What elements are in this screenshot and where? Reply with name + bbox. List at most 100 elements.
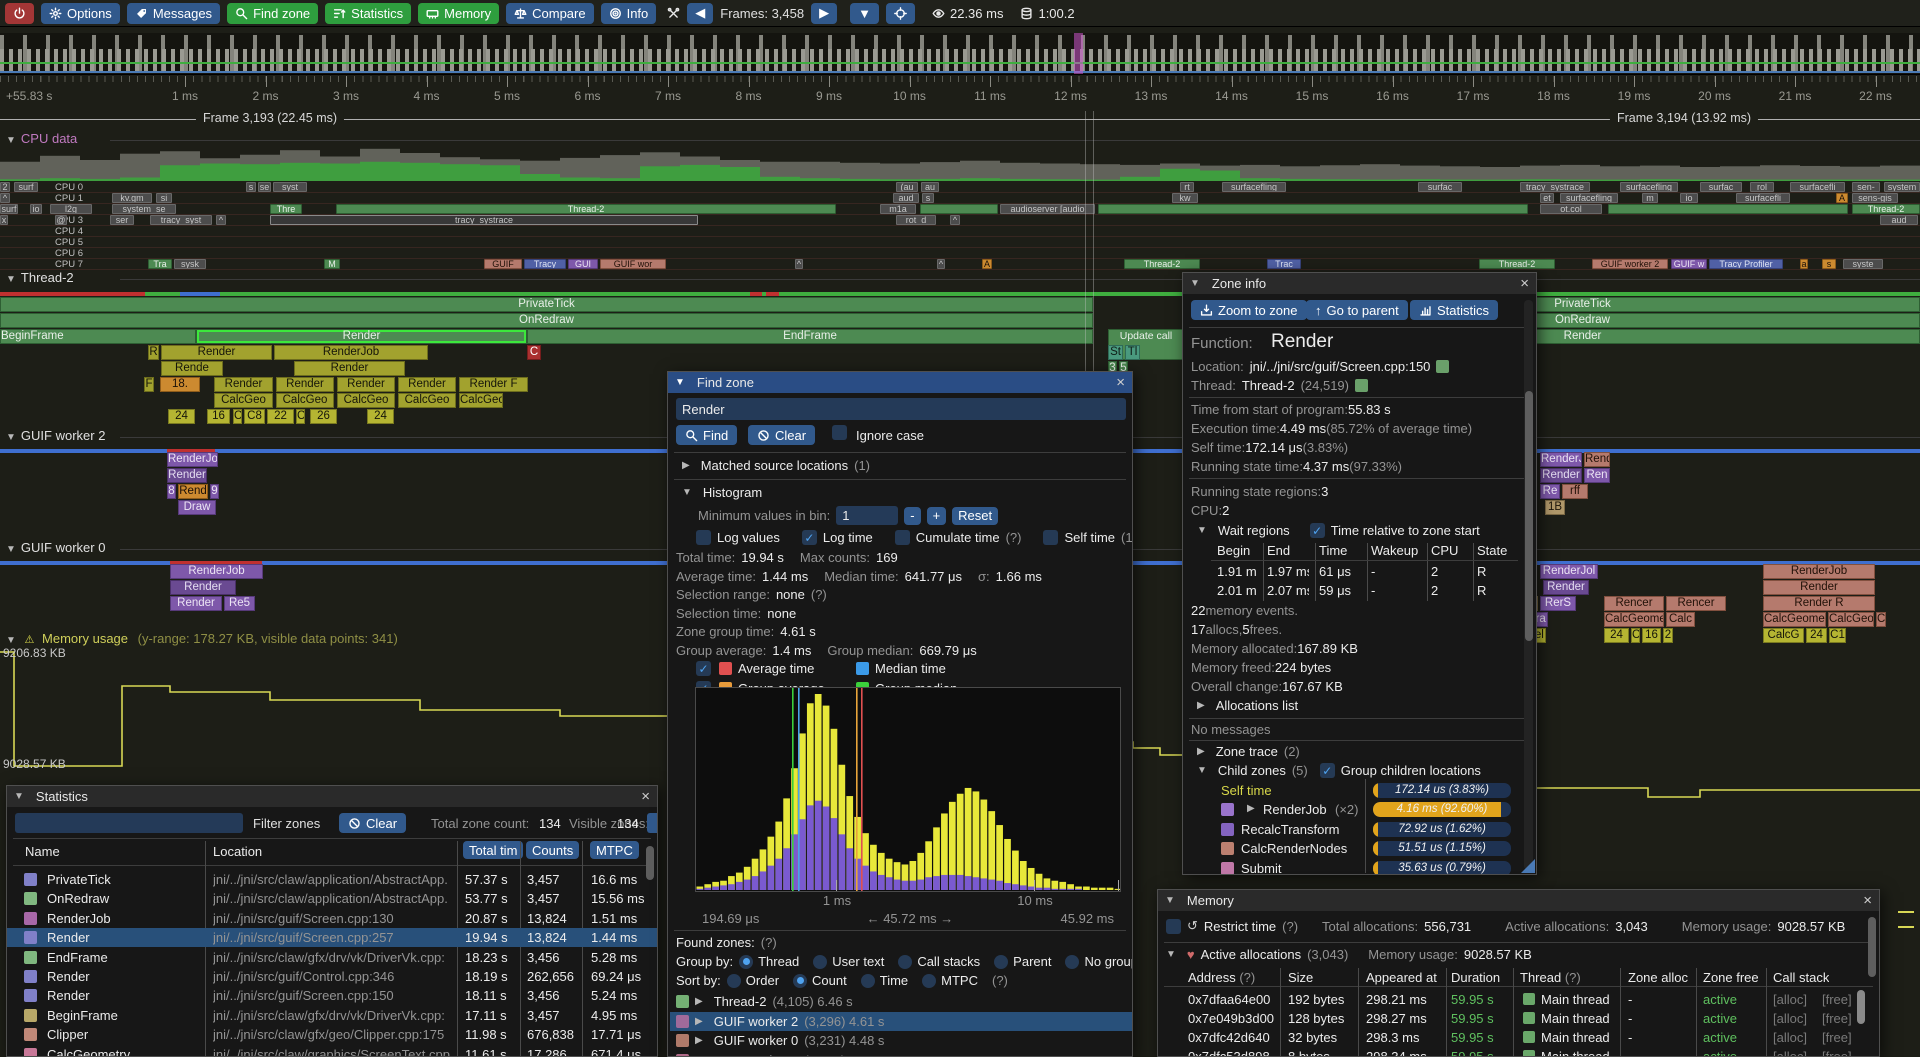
cpu-zone[interactable]: surfacefling: [1620, 182, 1678, 192]
child-zone-row[interactable]: Self time 172.14 us (3.83%): [1183, 781, 1536, 800]
expand-triangle-icon[interactable]: ▶: [695, 996, 703, 1007]
child-zone-row[interactable]: ▶ RenderJob (×2) 4.16 ms (92.60%): [1183, 800, 1536, 819]
statistics-row[interactable]: OnRedraw jni/../jni/src/claw/application/…: [7, 889, 657, 908]
zone-8[interactable]: 8: [167, 484, 176, 499]
clear-button[interactable]: Clear: [748, 425, 816, 445]
cpu-zone[interactable]: rt: [1180, 182, 1194, 192]
zone-render[interactable]: Render: [167, 468, 207, 483]
go-to-parent-button[interactable]: ↑ Go to parent: [1306, 300, 1408, 320]
column-header-appeared[interactable]: Appeared at: [1366, 970, 1437, 985]
statistics-row[interactable]: Render jni/../jni/src/guif/Control.cpp:34…: [7, 967, 657, 986]
power-button[interactable]: [5, 2, 34, 24]
filter-input[interactable]: [15, 813, 243, 833]
cpu-zone[interactable]: GUI: [568, 259, 598, 269]
cpu-zone[interactable]: ^: [0, 193, 10, 203]
cpu-zone[interactable]: si: [156, 193, 172, 203]
zone-render[interactable]: Render: [214, 377, 273, 392]
close-icon[interactable]: ×: [1520, 275, 1529, 292]
cpu-zone[interactable]: sysk: [174, 259, 206, 269]
cpu-zone[interactable]: ^: [216, 215, 226, 225]
compare-button[interactable]: Compare: [506, 2, 594, 24]
expand-triangle-icon[interactable]: ▶: [695, 1035, 703, 1047]
column-header-address[interactable]: Address (?): [1188, 970, 1256, 985]
statistics-row[interactable]: Render jni/../jni/src/guif/Screen.cpp:150…: [7, 986, 657, 1005]
zone-render[interactable]: Render: [161, 345, 272, 360]
column-header-duration[interactable]: Duration: [1451, 970, 1501, 985]
collapse-triangle-icon[interactable]: ▼: [1197, 525, 1207, 536]
cpu-zone[interactable]: m1a: [880, 204, 916, 214]
timeline-ruler[interactable]: +55.83 s 1 ms 2 ms 3 ms 4 ms 5 ms 6 ms 7 ms 8 m…: [0, 76, 1920, 110]
cpu-zone[interactable]: Thread-2: [1479, 259, 1555, 269]
found-zone-group[interactable]: ▶ GUIF worker 0 (3,231) 4.48 s: [670, 1031, 1132, 1050]
wait-regions-header[interactable]: ▼ Wait regions ✓ Time relative to zone s…: [1197, 523, 1480, 538]
cpu-zone[interactable]: A: [1836, 193, 1848, 203]
zone-24[interactable]: 24: [168, 409, 195, 424]
cpu-zone[interactable]: s: [1822, 259, 1836, 269]
zone-ren[interactable]: Ren: [1584, 468, 1610, 483]
zone-calcgeo[interactable]: CalcGeo: [398, 393, 456, 408]
zone-render[interactable]: Render: [170, 580, 236, 595]
child-zone-row[interactable]: Submit 35.63 us (0.79%): [1183, 859, 1536, 874]
scrollbar[interactable]: [1868, 917, 1876, 977]
column-header-location[interactable]: Location: [213, 844, 263, 859]
statistics-row[interactable]: BeginFrame jni/../jni/src/claw/gfx/drv/vk…: [7, 1006, 657, 1025]
close-icon[interactable]: ×: [1116, 374, 1125, 391]
zone-16[interactable]: 16: [207, 409, 230, 424]
reset-button[interactable]: Reset: [952, 506, 999, 525]
cpu-zone[interactable]: aud: [1880, 215, 1918, 225]
radio-thread[interactable]: [739, 954, 754, 969]
thread-header-guif-worker-0[interactable]: ▼ GUIF worker 0: [6, 540, 105, 555]
collapse-triangle-icon[interactable]: ▼: [6, 635, 16, 646]
zone-c[interactable]: C: [233, 409, 242, 424]
goto-frame-button[interactable]: [885, 2, 915, 24]
search-input[interactable]: Render: [676, 398, 1126, 420]
zone-render[interactable]: Render: [1540, 468, 1582, 483]
column-header-counts[interactable]: Counts: [526, 841, 580, 859]
zone-c1[interactable]: C1: [1829, 628, 1846, 643]
zoom-to-zone-button[interactable]: Zoom to zone: [1191, 300, 1307, 320]
cpu-zone[interactable]: se: [258, 182, 271, 192]
child-zone-row[interactable]: CalcRenderNodes 51.51 us (1.15%): [1183, 839, 1536, 858]
legend-checkbox[interactable]: ✓: [696, 661, 711, 676]
cpu-zone[interactable]: s: [922, 193, 934, 203]
zone-2[interactable]: 2: [1663, 628, 1673, 643]
zone-calcgeome[interactable]: CalcGeome: [1604, 612, 1664, 627]
cpu-zone[interactable]: surfacefling: [1222, 182, 1286, 192]
restrict-time-checkbox[interactable]: [1166, 918, 1181, 934]
checkbox-cumulate-time[interactable]: [894, 530, 910, 545]
close-icon[interactable]: ×: [1863, 892, 1872, 909]
cpu-zone[interactable]: ^: [937, 259, 945, 269]
zone-24[interactable]: 24: [1604, 628, 1629, 643]
zone-renderjol[interactable]: RenderJol: [1540, 564, 1598, 579]
find-button[interactable]: Find: [676, 425, 738, 445]
cpu-zone[interactable]: syst: [273, 182, 307, 192]
expand-triangle-icon[interactable]: ▶: [695, 1055, 703, 1056]
zone-render-f[interactable]: Render F: [459, 377, 528, 392]
cpu-zone[interactable]: Thread-2: [1124, 259, 1200, 269]
zone-render-r[interactable]: Render R: [1763, 596, 1875, 611]
cpu-zone[interactable]: 2: [0, 182, 10, 192]
location-swatch[interactable]: [1436, 360, 1450, 373]
zone-render[interactable]: Render: [1543, 580, 1589, 595]
find-zone-button[interactable]: Find zone: [227, 2, 319, 24]
radio-mtpc[interactable]: [922, 973, 937, 988]
cpu-zone[interactable]: Thre: [270, 204, 302, 214]
cpu-zone[interactable]: Trac: [1267, 259, 1301, 269]
cpu-zone[interactable]: M: [324, 259, 340, 269]
cpu-zone[interactable]: ot.col: [1540, 204, 1602, 214]
zone-c[interactable]: C: [1631, 628, 1640, 643]
statistics-row[interactable]: PrivateTick jni/../jni/src/claw/applicati…: [7, 870, 657, 889]
radio-parent[interactable]: [994, 954, 1009, 969]
frame-label-left[interactable]: Frame 3,193 (22.45 ms): [195, 111, 345, 125]
zone-rers[interactable]: RerS: [1540, 596, 1576, 611]
cpu-zone[interactable]: surfac: [1700, 182, 1742, 192]
resize-grip[interactable]: [1521, 859, 1535, 873]
radio-count[interactable]: [793, 973, 808, 988]
cpu-zone[interactable]: A: [982, 259, 992, 269]
zone-render[interactable]: Render: [170, 596, 222, 611]
checkbox-log-time[interactable]: ✓: [801, 530, 817, 545]
collapse-triangle-icon[interactable]: ▼: [1190, 278, 1200, 289]
checkbox-log-values[interactable]: [696, 530, 711, 545]
cpu-zone[interactable]: au: [921, 182, 939, 192]
zone-c[interactable]: C: [296, 409, 305, 424]
